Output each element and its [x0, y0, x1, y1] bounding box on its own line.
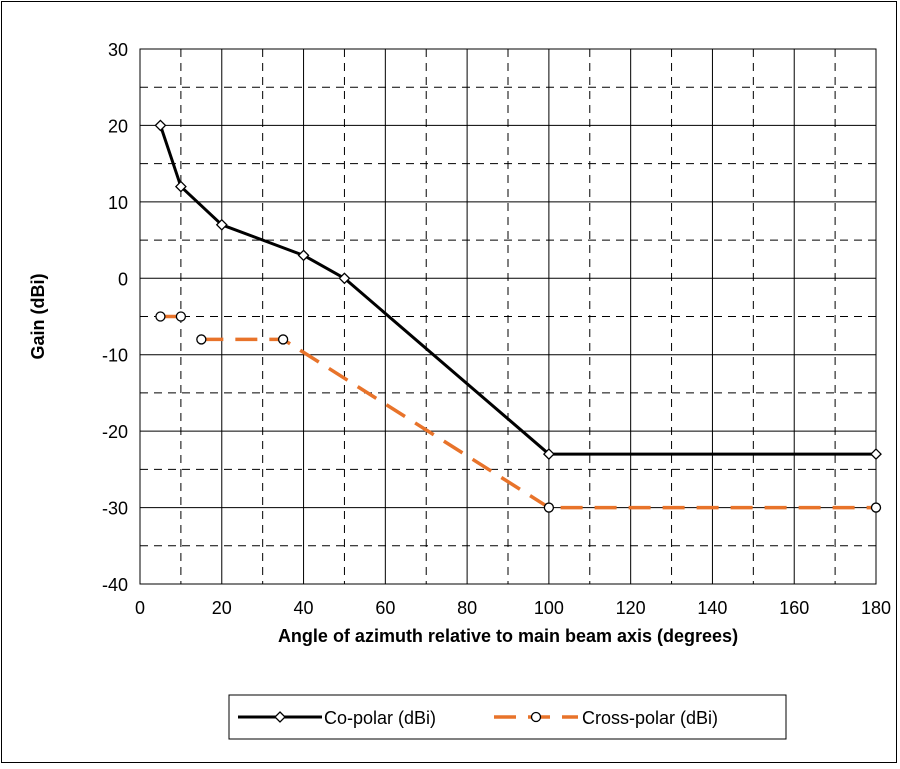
x-tick-label: 0: [135, 598, 145, 618]
data-point: [215, 218, 228, 231]
series-co-polar: [154, 119, 882, 460]
y-tick-label: 30: [108, 40, 128, 60]
x-tick-label: 100: [534, 598, 564, 618]
x-tick-label: 80: [457, 598, 477, 618]
x-tick-label: 60: [375, 598, 395, 618]
legend-marker-cross-polar: [530, 711, 542, 723]
legend-marker-co-polar: [274, 711, 286, 723]
data-point: [297, 249, 310, 262]
legend: Co-polar (dBi) Cross-polar (dBi): [228, 694, 787, 740]
y-tick-label: 0: [118, 269, 128, 289]
x-axis-title: Angle of azimuth relative to main beam a…: [278, 626, 738, 646]
y-tick-label: 20: [108, 116, 128, 136]
series-line: [201, 337, 876, 510]
legend-item-cross-polar: Cross-polar (dBi): [494, 708, 718, 728]
x-tick-label: 160: [779, 598, 809, 618]
x-tick-label: 140: [697, 598, 727, 618]
y-tick-label: 10: [108, 193, 128, 213]
data-point: [870, 502, 882, 513]
data-point: [543, 502, 555, 513]
y-tick-label: -10: [102, 346, 128, 366]
gridlines: [139, 48, 877, 585]
x-tick-label: 20: [212, 598, 232, 618]
legend-label-co-polar: Co-polar (dBi): [324, 708, 436, 728]
series-lines: [154, 119, 882, 513]
data-point: [175, 311, 187, 322]
data-point: [542, 448, 555, 460]
data-point: [174, 180, 187, 193]
data-point: [196, 334, 207, 345]
tick-labels: 0 20 40 60 80 100 120 140 160 1803020100-10-20-30…: [102, 40, 891, 618]
y-tick-label: -40: [102, 575, 128, 595]
data-point: [277, 334, 289, 345]
series-cross-polar: [155, 311, 882, 513]
legend-label-cross-polar: Cross-polar (dBi): [582, 708, 718, 728]
data-point: [154, 119, 167, 132]
y-tick-label: -30: [102, 499, 128, 519]
plot-area: [139, 48, 877, 585]
series-line: [159, 124, 876, 456]
data-point: [870, 448, 882, 460]
data-point: [155, 311, 166, 322]
y-tick-label: -20: [102, 422, 128, 442]
x-tick-label: 40: [294, 598, 314, 618]
data-point: [338, 272, 351, 285]
x-tick-label: 120: [616, 598, 646, 618]
y-axis-title: Gain (dBi): [28, 274, 48, 360]
x-tick-label: 180: [861, 598, 891, 618]
legend-item-co-polar: Co-polar (dBi): [238, 708, 436, 728]
